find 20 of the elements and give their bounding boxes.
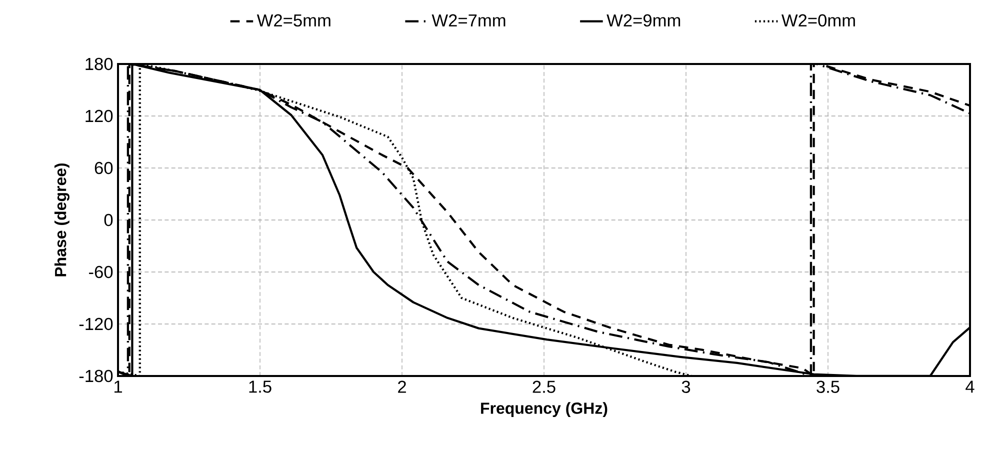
legend-label: W2=0mm — [782, 14, 855, 27]
y-tick-label: 60 — [94, 162, 113, 174]
y-tick-label: 120 — [86, 110, 113, 122]
legend-label: W2=7mm — [432, 14, 506, 26]
y-tick-label: -120 — [79, 318, 113, 330]
legend-label: W2=9mm — [606, 14, 680, 27]
x-tick-label: 4 — [966, 380, 974, 393]
y-tick-label: -60 — [89, 266, 113, 278]
legend-label: W2=5mm — [256, 14, 330, 27]
x-tick-label: 2.5 — [532, 380, 556, 393]
x-tick-label: 1.5 — [249, 380, 272, 393]
y-tick-label: 180 — [86, 58, 113, 70]
x-tick-label: 3.5 — [816, 380, 840, 393]
y-tick-label: -180 — [79, 370, 113, 382]
x-axis-title: Frequency (GHz) — [481, 402, 608, 418]
x-tick-label: 2 — [398, 380, 406, 393]
y-tick-label: 0 — [104, 214, 113, 226]
x-tick-label: 3 — [682, 380, 690, 393]
x-tick-label: 1 — [114, 380, 122, 393]
y-axis-title: Phase (degree) — [54, 163, 70, 276]
